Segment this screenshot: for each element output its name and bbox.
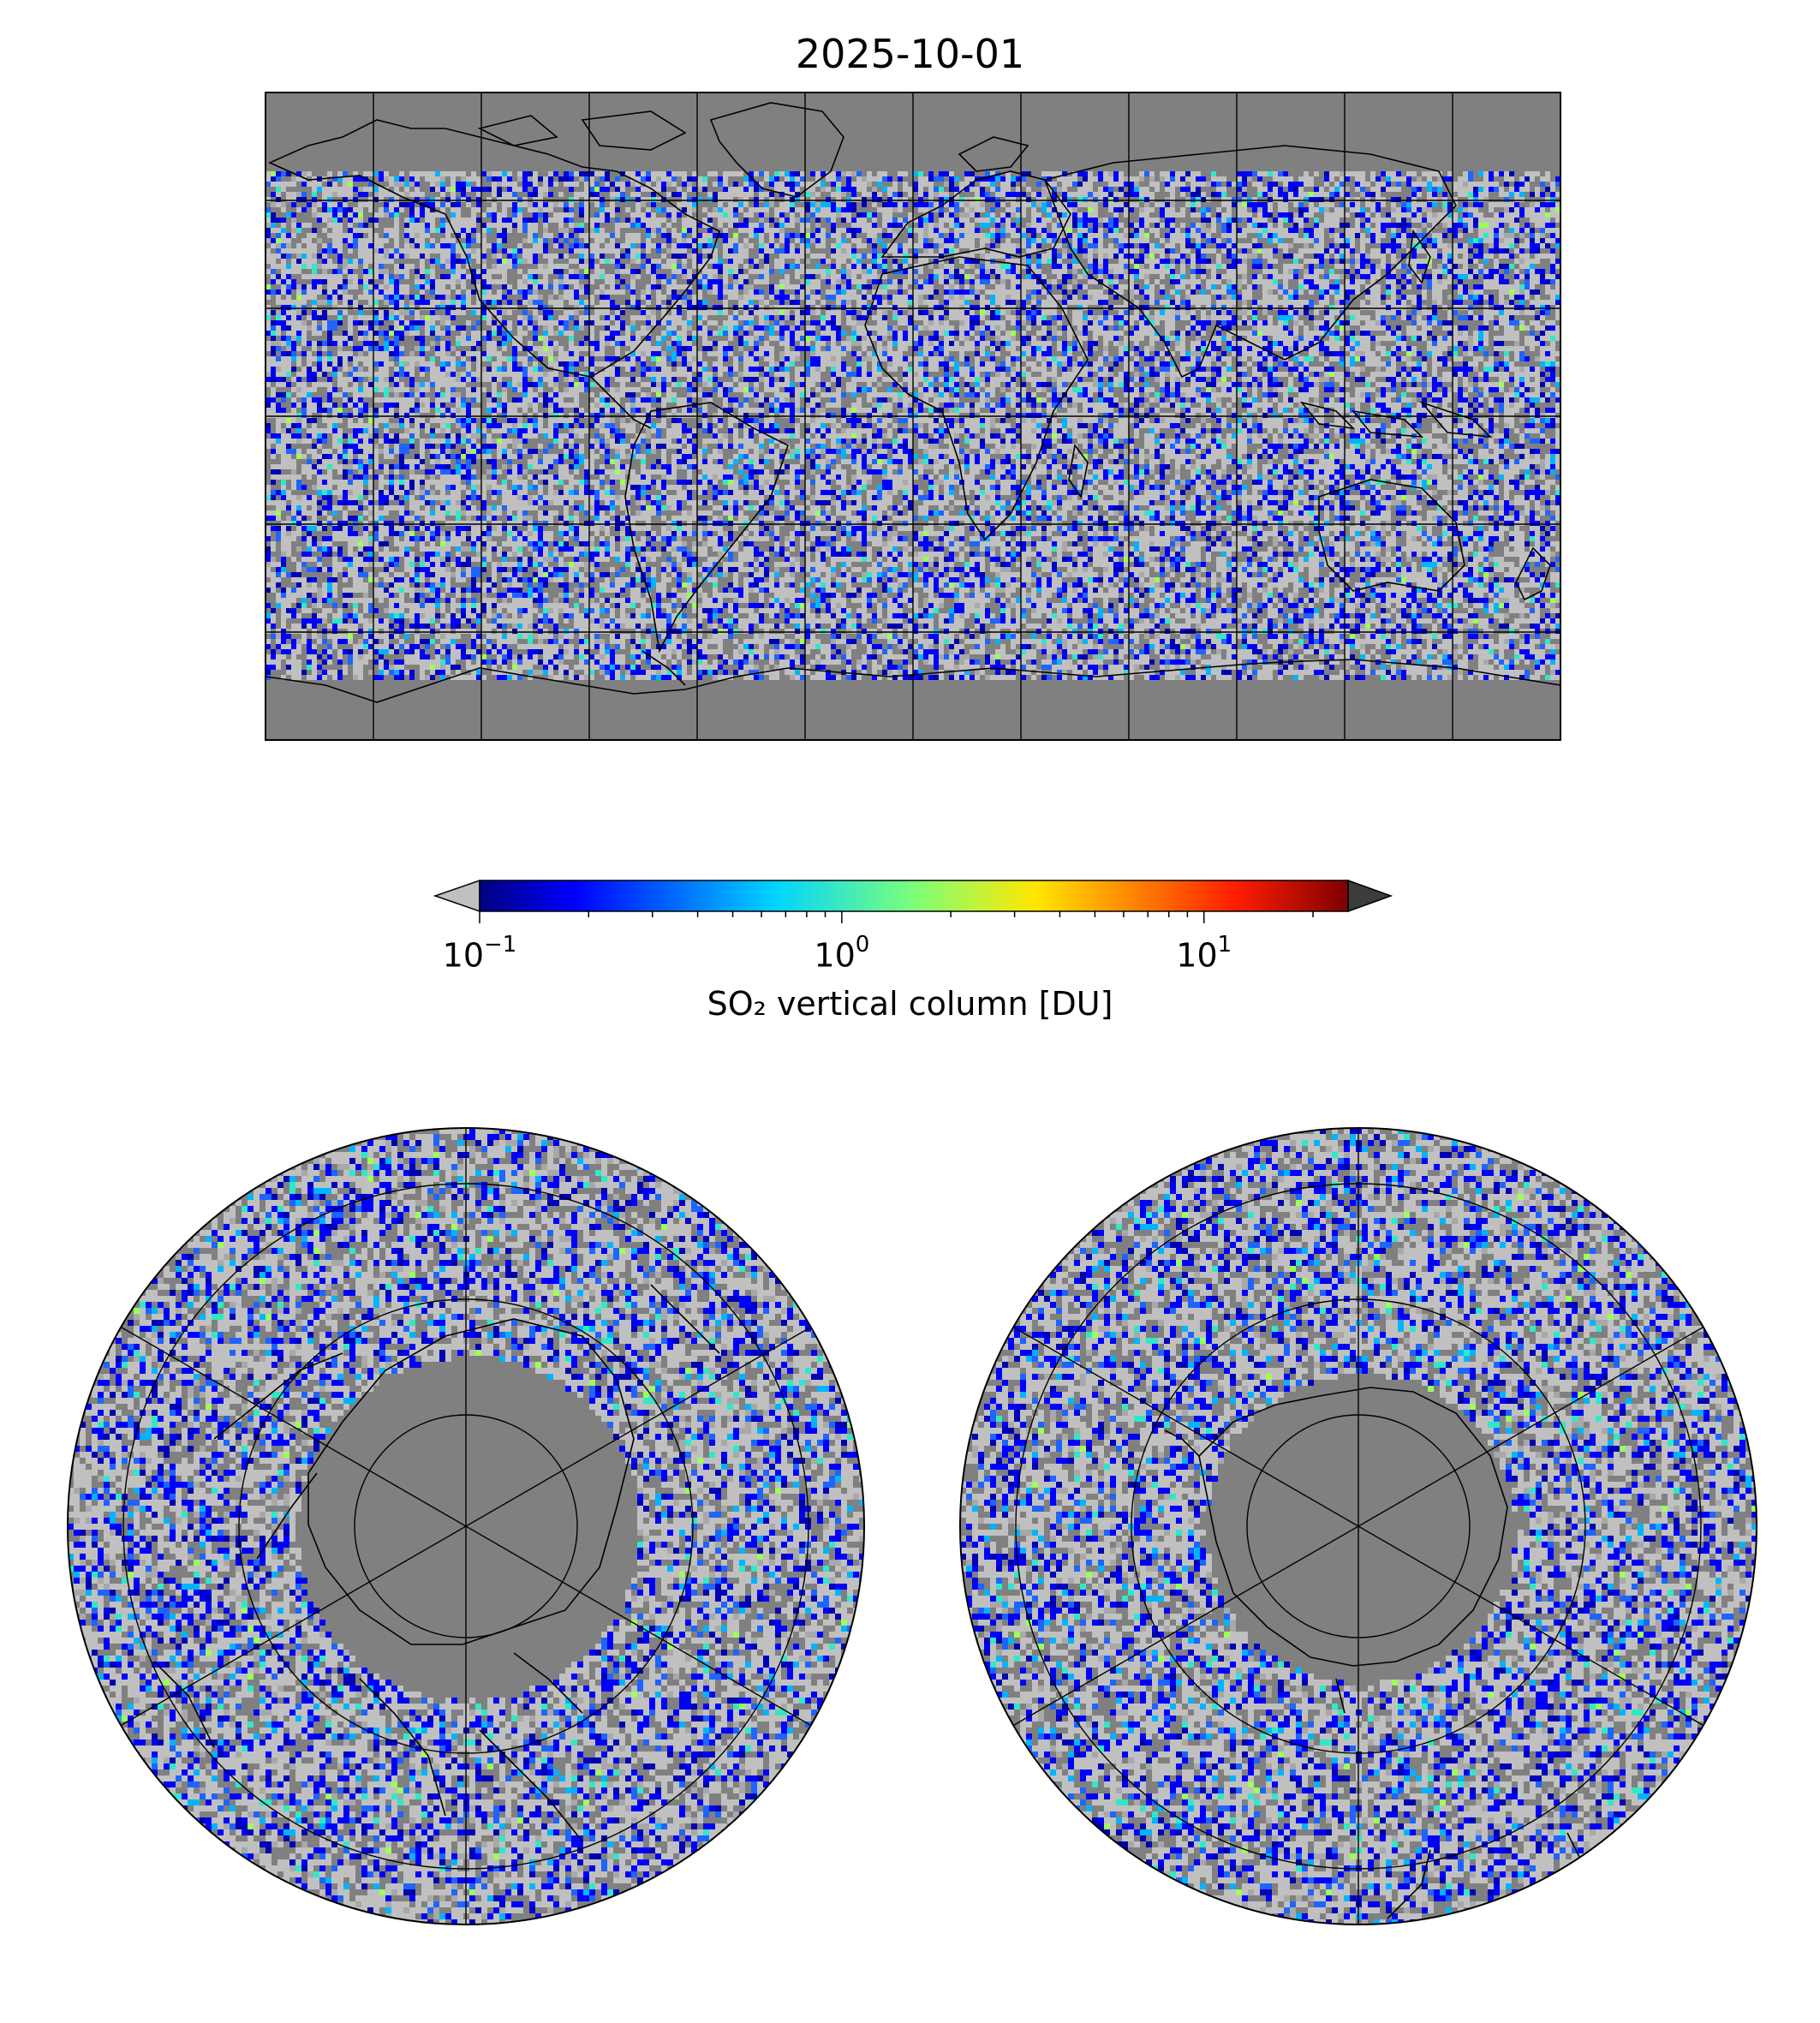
colorbar-gradient <box>480 880 1348 911</box>
north-polar-frame <box>67 1127 865 1925</box>
colorbar-frame <box>479 880 1349 912</box>
colorbar-over-extend <box>1347 879 1393 913</box>
colorbar-under-extend <box>433 879 480 913</box>
polar-meridian <box>120 1326 812 1727</box>
south-polar-so2-field <box>960 1128 1757 1925</box>
global-so2-field <box>266 171 1560 680</box>
global-coastlines <box>266 102 1560 703</box>
north-polar-so2-field <box>68 1128 864 1925</box>
global-map-frame <box>265 92 1561 741</box>
north-polar-coastlines <box>153 1284 720 1842</box>
south-polar-gridlines <box>1012 1128 1704 1925</box>
colorbar-tick-label: 101 <box>1119 932 1290 975</box>
polar-meridian <box>1012 1326 1704 1727</box>
south-polar-frame <box>959 1127 1757 1925</box>
colorbar-tick-label: 100 <box>756 932 928 975</box>
global-gridlines <box>266 92 1560 740</box>
south-polar-map <box>959 1127 1757 1925</box>
figure-title: 2025-10-01 <box>0 31 1820 77</box>
colorbar-label: SO₂ vertical column [DU] <box>0 985 1820 1023</box>
north-polar-gridlines <box>120 1128 812 1925</box>
colorbar-ticks <box>479 911 1314 923</box>
colorbar-tick-label: 10−1 <box>394 932 565 975</box>
north-polar-map <box>67 1127 865 1925</box>
colorbar <box>433 879 1393 923</box>
global-map <box>265 92 1561 741</box>
